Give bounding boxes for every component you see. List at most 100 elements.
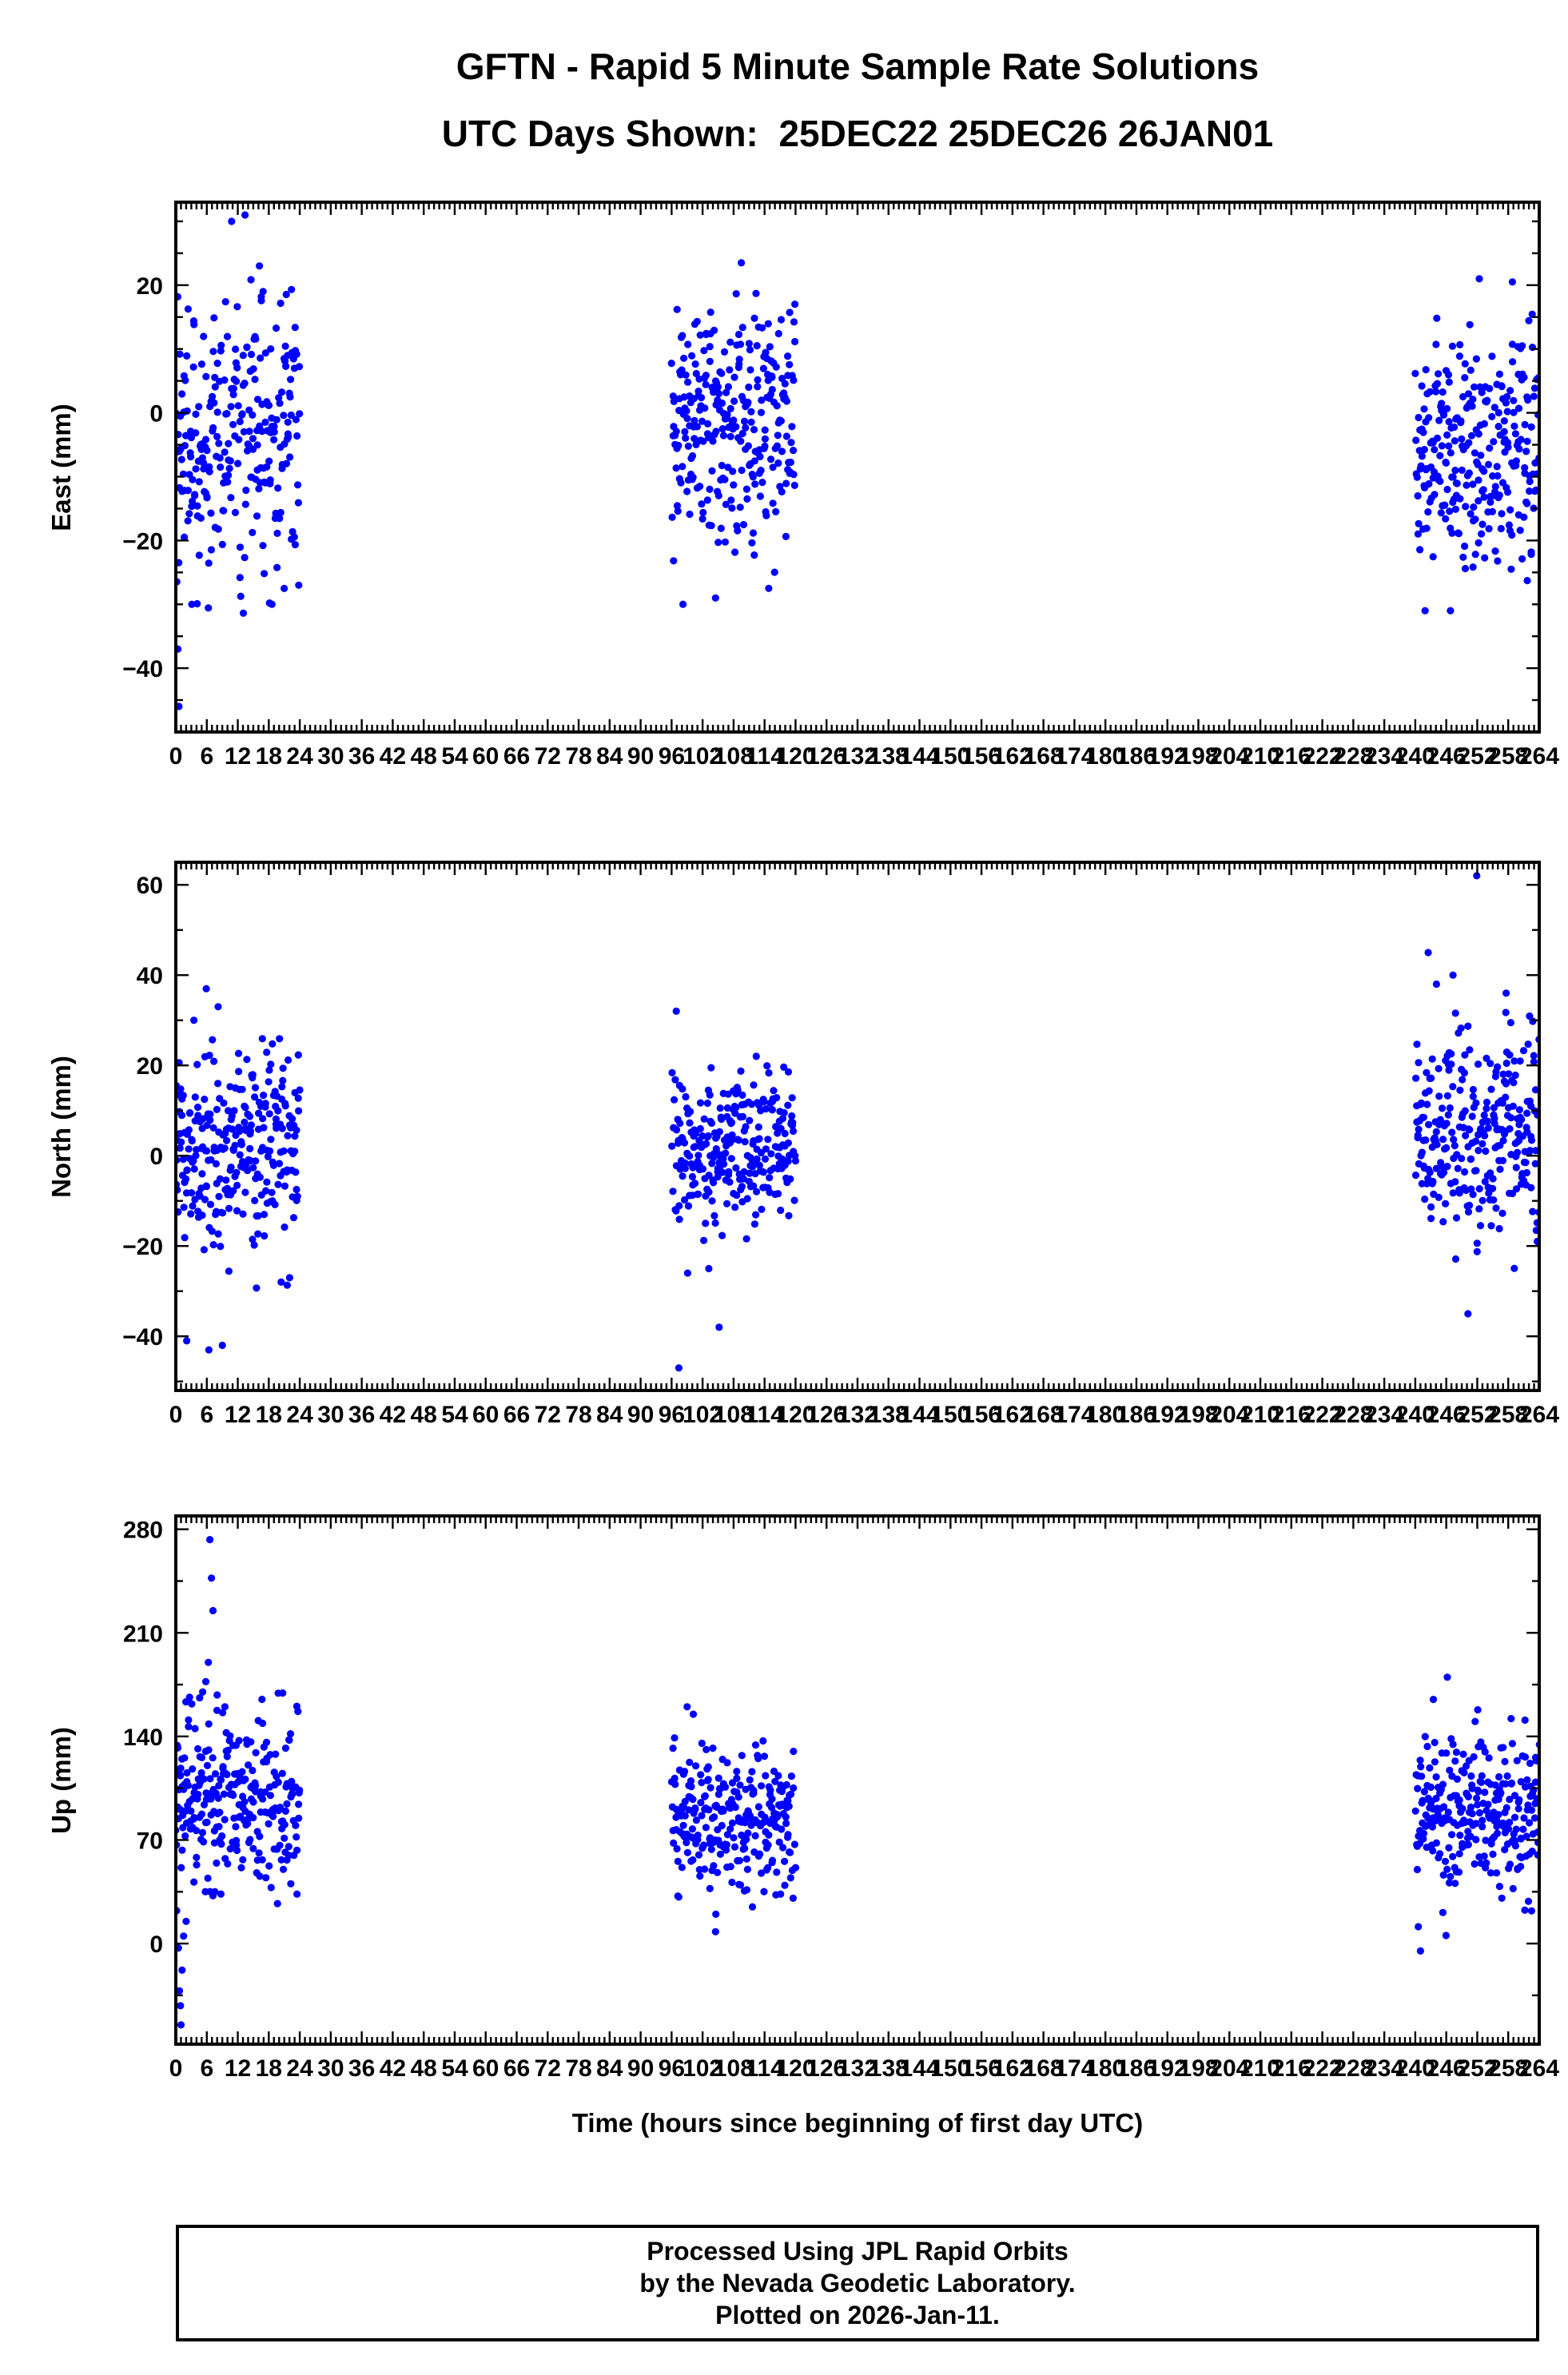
svg-text:144: 144 bbox=[899, 1402, 939, 1428]
svg-text:6: 6 bbox=[200, 1402, 213, 1428]
svg-text:20: 20 bbox=[137, 1053, 163, 1080]
svg-text:70: 70 bbox=[137, 1828, 163, 1855]
svg-text:18: 18 bbox=[256, 1402, 282, 1428]
svg-text:132: 132 bbox=[838, 2055, 878, 2082]
north-points bbox=[177, 872, 1538, 1372]
svg-text:168: 168 bbox=[1024, 2055, 1064, 2082]
svg-text:102: 102 bbox=[683, 743, 722, 770]
svg-text:96: 96 bbox=[659, 2055, 685, 2082]
svg-text:36: 36 bbox=[348, 743, 375, 770]
svg-text:186: 186 bbox=[1116, 2055, 1156, 2082]
svg-text:66: 66 bbox=[503, 743, 530, 770]
svg-text:84: 84 bbox=[596, 743, 623, 770]
north-axis-label: North (mm) bbox=[46, 1056, 76, 1198]
svg-text:90: 90 bbox=[627, 743, 654, 770]
svg-text:246: 246 bbox=[1427, 2055, 1467, 2082]
svg-text:114: 114 bbox=[745, 743, 784, 770]
svg-text:108: 108 bbox=[714, 2055, 754, 2082]
svg-text:198: 198 bbox=[1178, 2055, 1218, 2082]
svg-text:60: 60 bbox=[472, 2055, 499, 2082]
footer-line-2: by the Nevada Geodetic Laboratory. bbox=[639, 2269, 1076, 2297]
svg-text:234: 234 bbox=[1364, 2055, 1404, 2082]
svg-text:228: 228 bbox=[1333, 1402, 1373, 1428]
svg-text:228: 228 bbox=[1333, 2055, 1373, 2082]
svg-text:210: 210 bbox=[123, 1621, 163, 1647]
svg-text:24: 24 bbox=[286, 2055, 313, 2082]
svg-text:144: 144 bbox=[899, 2055, 939, 2082]
svg-text:138: 138 bbox=[869, 1402, 909, 1428]
footer-line-1: Processed Using JPL Rapid Orbits bbox=[647, 2237, 1069, 2266]
svg-text:60: 60 bbox=[472, 1402, 499, 1428]
svg-text:30: 30 bbox=[317, 2055, 344, 2082]
svg-text:264: 264 bbox=[1519, 743, 1559, 770]
svg-text:36: 36 bbox=[348, 1402, 375, 1428]
svg-text:246: 246 bbox=[1427, 743, 1467, 770]
svg-text:222: 222 bbox=[1303, 743, 1343, 770]
svg-text:12: 12 bbox=[225, 743, 251, 770]
svg-text:60: 60 bbox=[472, 743, 499, 770]
svg-text:6: 6 bbox=[200, 743, 213, 770]
svg-text:24: 24 bbox=[286, 1402, 313, 1428]
svg-text:204: 204 bbox=[1209, 1402, 1249, 1428]
svg-text:18: 18 bbox=[256, 743, 282, 770]
svg-text:168: 168 bbox=[1024, 743, 1064, 770]
svg-text:222: 222 bbox=[1303, 1402, 1343, 1428]
svg-text:72: 72 bbox=[535, 2055, 561, 2082]
svg-text:132: 132 bbox=[838, 743, 878, 770]
svg-text:264: 264 bbox=[1519, 2055, 1559, 2082]
svg-text:−20: −20 bbox=[122, 1234, 163, 1260]
footer-box: Processed Using JPL Rapid Orbits by the … bbox=[176, 2225, 1539, 2341]
svg-text:0: 0 bbox=[149, 1144, 163, 1170]
svg-text:210: 210 bbox=[1240, 1402, 1280, 1428]
svg-text:210: 210 bbox=[1240, 2055, 1280, 2082]
svg-text:6: 6 bbox=[200, 2055, 213, 2082]
svg-text:66: 66 bbox=[503, 2055, 530, 2082]
svg-text:162: 162 bbox=[993, 1402, 1033, 1428]
svg-text:84: 84 bbox=[596, 1402, 623, 1428]
up-tick-marks bbox=[174, 1516, 1541, 2044]
svg-text:54: 54 bbox=[441, 743, 468, 770]
svg-text:126: 126 bbox=[806, 1402, 846, 1428]
svg-text:138: 138 bbox=[869, 743, 909, 770]
svg-text:240: 240 bbox=[1395, 743, 1435, 770]
svg-text:12: 12 bbox=[225, 2055, 251, 2082]
up-axis-label: Up (mm) bbox=[46, 1727, 76, 1834]
svg-text:60: 60 bbox=[137, 873, 163, 899]
svg-text:0: 0 bbox=[169, 1402, 183, 1428]
svg-text:216: 216 bbox=[1272, 1402, 1311, 1428]
svg-text:12: 12 bbox=[225, 1402, 251, 1428]
svg-text:30: 30 bbox=[317, 743, 344, 770]
svg-text:42: 42 bbox=[380, 2055, 406, 2082]
east-panel-frame bbox=[174, 201, 1541, 734]
up-panel: 0 6 12 18 24 30 36 42 48 54 60 66 72 78 84 90 9610210811… bbox=[123, 1514, 1559, 2082]
svg-text:108: 108 bbox=[714, 1402, 754, 1428]
svg-text:156: 156 bbox=[961, 743, 1001, 770]
up-tick-labels: 0 6 12 18 24 30 36 42 48 54 60 66 72 78 84 90 9610210811… bbox=[123, 1518, 1559, 2082]
svg-text:30: 30 bbox=[317, 1402, 344, 1428]
svg-text:132: 132 bbox=[838, 1402, 878, 1428]
svg-text:40: 40 bbox=[137, 963, 163, 989]
footer-line-3: Plotted on 2026-Jan-11. bbox=[715, 2301, 1000, 2329]
svg-text:192: 192 bbox=[1148, 2055, 1188, 2082]
svg-text:66: 66 bbox=[503, 1402, 530, 1428]
svg-text:162: 162 bbox=[993, 743, 1033, 770]
svg-text:234: 234 bbox=[1364, 743, 1404, 770]
svg-text:216: 216 bbox=[1272, 2055, 1311, 2082]
svg-text:258: 258 bbox=[1488, 743, 1528, 770]
svg-text:54: 54 bbox=[441, 1402, 468, 1428]
svg-text:192: 192 bbox=[1148, 1402, 1188, 1428]
svg-text:210: 210 bbox=[1240, 743, 1280, 770]
svg-text:180: 180 bbox=[1085, 2055, 1125, 2082]
svg-text:126: 126 bbox=[806, 743, 846, 770]
svg-text:252: 252 bbox=[1457, 1402, 1497, 1428]
svg-text:204: 204 bbox=[1209, 743, 1249, 770]
svg-text:240: 240 bbox=[1395, 1402, 1435, 1428]
svg-text:140: 140 bbox=[123, 1725, 163, 1751]
svg-text:120: 120 bbox=[775, 2055, 815, 2082]
svg-text:72: 72 bbox=[535, 1402, 561, 1428]
svg-text:114: 114 bbox=[745, 2055, 784, 2082]
svg-text:138: 138 bbox=[869, 2055, 909, 2082]
svg-text:186: 186 bbox=[1116, 743, 1156, 770]
